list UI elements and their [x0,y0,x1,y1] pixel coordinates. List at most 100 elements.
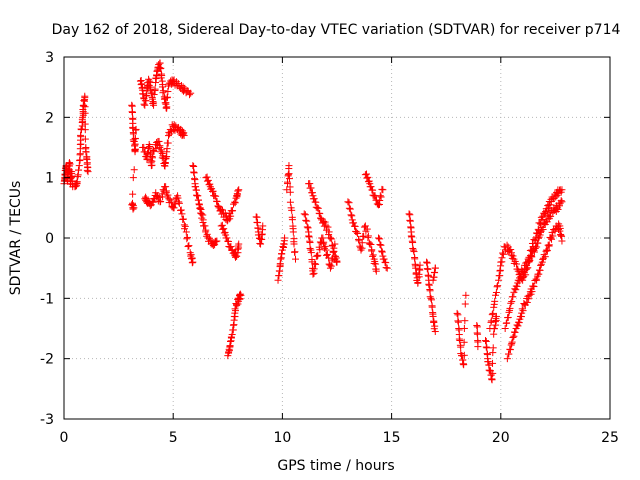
data-point [460,361,468,369]
data-point [367,183,375,191]
data-point [229,207,237,215]
data-point [379,186,387,194]
data-point [474,343,482,351]
data-point [364,234,372,242]
data-point [145,75,153,83]
data-point [231,199,239,207]
data-point [304,224,312,232]
data-point [331,252,339,260]
data-point [170,121,178,129]
data-point [328,256,336,264]
data-point [346,205,354,213]
data-point [372,267,380,275]
data-point [203,230,211,238]
data-point [131,140,139,148]
data-point [190,169,198,177]
data-point [319,234,327,242]
data-point [473,323,481,331]
data-point [154,192,162,200]
data-point [128,101,136,109]
data-point [288,206,296,214]
data-point [492,289,500,297]
data-point [490,303,498,311]
data-point [528,288,536,296]
data-point [534,239,542,247]
data-point [211,241,219,249]
data-point [547,212,555,220]
data-point [187,89,195,97]
data-point [539,226,547,234]
data-point [460,338,468,346]
data-point [495,276,503,284]
data-point [508,338,516,346]
data-point [227,212,235,220]
data-point [499,249,507,257]
data-point [235,186,243,194]
data-point [309,270,317,278]
data-point [311,260,319,268]
data-point [426,293,434,301]
x-tick-label: 25 [601,430,619,446]
data-point [256,239,264,247]
data-point [533,276,541,284]
data-point [152,189,160,197]
data-point [484,358,492,366]
data-point [517,272,525,280]
data-point [291,248,299,256]
data-point [156,142,164,150]
data-point [188,255,196,263]
x-tick-label: 0 [60,430,69,446]
data-point [365,239,373,247]
data-point [499,250,507,258]
axis-ticks [63,56,611,420]
data-point [430,273,438,281]
data-point [207,236,215,244]
data-point [537,261,545,269]
data-point [543,247,551,255]
data-point [290,240,298,248]
data-point [533,230,541,238]
data-point [482,343,490,351]
data-point [184,243,192,251]
data-point [431,264,439,272]
data-point [175,199,183,207]
data-point [460,324,468,332]
data-point [213,237,221,245]
data-point [522,262,530,270]
data-point [146,202,154,210]
data-point [489,369,497,377]
data-point [488,311,496,319]
data-point [174,194,182,202]
data-point [454,311,462,319]
data-point [534,234,542,242]
data-point [164,139,172,147]
data-point [177,206,185,214]
data-point [541,253,549,261]
data-point [190,168,198,176]
data-point [162,154,170,162]
data-point [274,276,282,284]
data-point [74,173,82,181]
data-point [416,261,424,269]
data-point [530,236,538,244]
data-point [548,235,556,243]
data-point [149,154,157,162]
data-point [227,334,235,342]
data-point [487,317,495,325]
data-point [227,243,235,251]
data-point [302,216,310,224]
data-point [178,210,186,218]
data-point [305,233,313,241]
data-point [489,344,497,352]
data-point [454,318,462,326]
data-point [557,231,565,239]
data-point [526,256,534,264]
data-point [364,173,372,181]
data-point [515,274,523,282]
data-point [182,228,190,236]
data-points [60,59,566,384]
data-point [554,205,562,213]
data-point [368,246,376,254]
data-point [348,212,356,220]
data-point [489,309,497,317]
